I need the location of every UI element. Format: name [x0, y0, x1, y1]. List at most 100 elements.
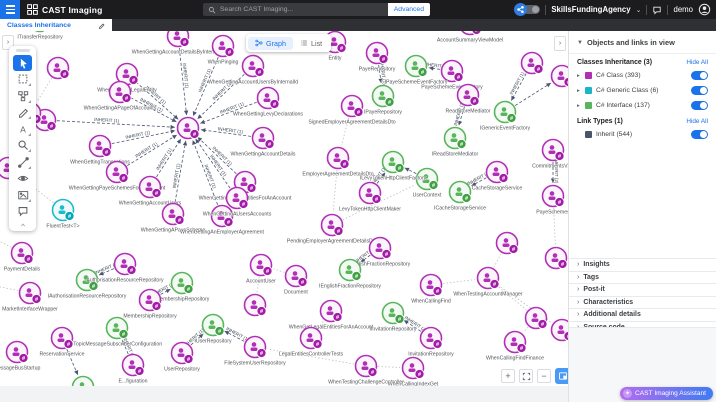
legend-row[interactable]: Inherit (544) — [569, 127, 716, 142]
graph-node[interactable]: # — [176, 116, 200, 140]
layout-tool[interactable] — [13, 88, 32, 104]
graph-node[interactable]: # — [241, 54, 265, 78]
graph-node[interactable]: # — [401, 356, 425, 380]
graph-node[interactable]: # — [75, 268, 99, 292]
chevron-down-icon[interactable]: ⌄ — [635, 6, 642, 14]
graph-node[interactable]: # — [105, 160, 129, 184]
tenant-selector[interactable]: SkillsFundingAgency — [551, 5, 631, 14]
zoom-in-button[interactable]: + — [501, 369, 515, 383]
search-input[interactable] — [216, 6, 388, 13]
view-mode-toggle[interactable] — [514, 3, 541, 16]
graph-node[interactable]: # — [161, 202, 185, 226]
graph-node[interactable]: # — [10, 241, 34, 265]
toolbar-drag-handle[interactable] — [15, 49, 30, 52]
comment-tool[interactable] — [13, 203, 32, 219]
section-post-it[interactable]: › Post-it — [569, 283, 716, 296]
visibility-toggle[interactable] — [691, 101, 708, 110]
graph-node[interactable]: # — [201, 313, 225, 337]
graph-node[interactable]: # — [243, 335, 267, 359]
graph-node[interactable]: # — [138, 288, 162, 312]
graph-node[interactable]: # — [88, 134, 112, 158]
legend-row[interactable]: ▸ C# Generic Class (6) — [569, 83, 716, 98]
advanced-search-button[interactable]: Advanced — [387, 3, 430, 16]
hide-all-link[interactable]: Hide All — [686, 59, 708, 66]
graph-node[interactable]: # — [495, 231, 519, 255]
global-search[interactable]: Advanced — [203, 3, 430, 16]
graph-node[interactable]: # — [419, 326, 443, 350]
graph-node[interactable]: # — [249, 253, 273, 277]
graph-node[interactable]: # — [541, 138, 565, 162]
assistant-button[interactable]: ✦ CAST Imaging Assistant — [620, 387, 713, 400]
graph-node[interactable]: # — [456, 83, 480, 107]
pointer-tool[interactable] — [13, 54, 32, 71]
toolbar-collapse-button[interactable] — [13, 220, 32, 230]
graph-node[interactable]: # — [243, 293, 267, 317]
menu-button[interactable] — [0, 0, 20, 19]
tab-classes-inheritance[interactable]: Classes Inheritance — [0, 19, 112, 31]
list-view-button[interactable]: List — [293, 37, 329, 50]
feedback-icon[interactable] — [652, 5, 662, 15]
graph-node[interactable]: # — [443, 126, 467, 150]
graph-node[interactable]: # — [108, 80, 132, 104]
graph-node[interactable]: # — [251, 126, 275, 150]
visibility-toggle[interactable] — [691, 86, 708, 95]
zoom-out-button[interactable]: − — [537, 369, 551, 383]
objects-links-header[interactable]: ▼ Objects and links in view — [569, 30, 716, 54]
graph-node[interactable]: # — [448, 180, 472, 204]
graph-node[interactable]: # — [18, 281, 42, 305]
graph-node[interactable]: # — [5, 340, 29, 364]
magnifier-tool[interactable] — [13, 137, 32, 153]
graph-node[interactable]: # — [404, 54, 428, 78]
section-insights[interactable]: › Insights — [569, 258, 716, 271]
graph-node[interactable]: # — [326, 146, 350, 170]
graph-node[interactable]: # — [320, 213, 344, 237]
section-tags[interactable]: › Tags — [569, 270, 716, 283]
row-expand-icon[interactable]: ▸ — [577, 72, 580, 79]
graph-node[interactable]: # — [524, 306, 548, 330]
graph-node[interactable]: # — [225, 186, 249, 210]
graph-node[interactable]: # — [381, 150, 405, 174]
legend-row[interactable]: ▸ C# Interface (137) — [569, 98, 716, 113]
draw-tool[interactable] — [13, 104, 32, 120]
select-area-tool[interactable] — [13, 71, 32, 87]
graph-node[interactable]: # — [210, 204, 234, 228]
graph-node[interactable]: # — [46, 56, 70, 80]
user-avatar-icon[interactable] — [698, 3, 711, 16]
visibility-tool[interactable] — [13, 170, 32, 186]
visibility-toggle[interactable] — [691, 130, 708, 139]
graph-node[interactable]: # — [319, 299, 343, 323]
text-tool[interactable]: A — [13, 121, 32, 137]
graph-node[interactable]: # — [284, 264, 308, 288]
section-characteristics[interactable]: › Characteristics — [569, 295, 716, 308]
graph-node[interactable]: # — [371, 84, 395, 108]
graph-node[interactable]: # — [476, 266, 500, 290]
graph-node[interactable]: # — [440, 59, 464, 83]
graph-node[interactable]: # — [381, 301, 405, 325]
hide-all-link[interactable]: Hide All — [686, 118, 708, 125]
graph-node[interactable]: # — [419, 273, 443, 297]
row-expand-icon[interactable]: ▸ — [577, 102, 580, 109]
graph-node[interactable]: # — [170, 341, 194, 365]
graph-node[interactable]: # — [368, 236, 392, 260]
graph-node[interactable]: # — [50, 326, 74, 350]
snapshot-tool[interactable] — [13, 187, 32, 203]
link-tool[interactable] — [13, 154, 32, 170]
graph-node[interactable]: # — [338, 258, 362, 282]
graph-node[interactable]: # — [493, 100, 517, 124]
graph-node[interactable]: # — [299, 326, 323, 350]
graph-node[interactable]: # — [256, 86, 280, 110]
graph-node[interactable]: # — [105, 316, 129, 340]
graph-view-button[interactable]: Graph — [248, 36, 293, 50]
graph-node[interactable]: # — [365, 41, 389, 65]
graph-node[interactable]: # — [51, 198, 75, 222]
graph-node[interactable]: # — [138, 175, 162, 199]
graph-node[interactable]: # — [211, 34, 235, 58]
edit-view-icon[interactable] — [98, 22, 105, 29]
graph-node[interactable]: # — [415, 167, 439, 191]
graph-node[interactable]: # — [340, 94, 364, 118]
graph-node[interactable]: # — [113, 252, 137, 276]
minimap-button[interactable] — [555, 368, 571, 384]
graph-node[interactable]: # — [520, 51, 544, 75]
graph-node[interactable]: # — [544, 246, 568, 270]
graph-node[interactable]: # — [541, 184, 565, 208]
